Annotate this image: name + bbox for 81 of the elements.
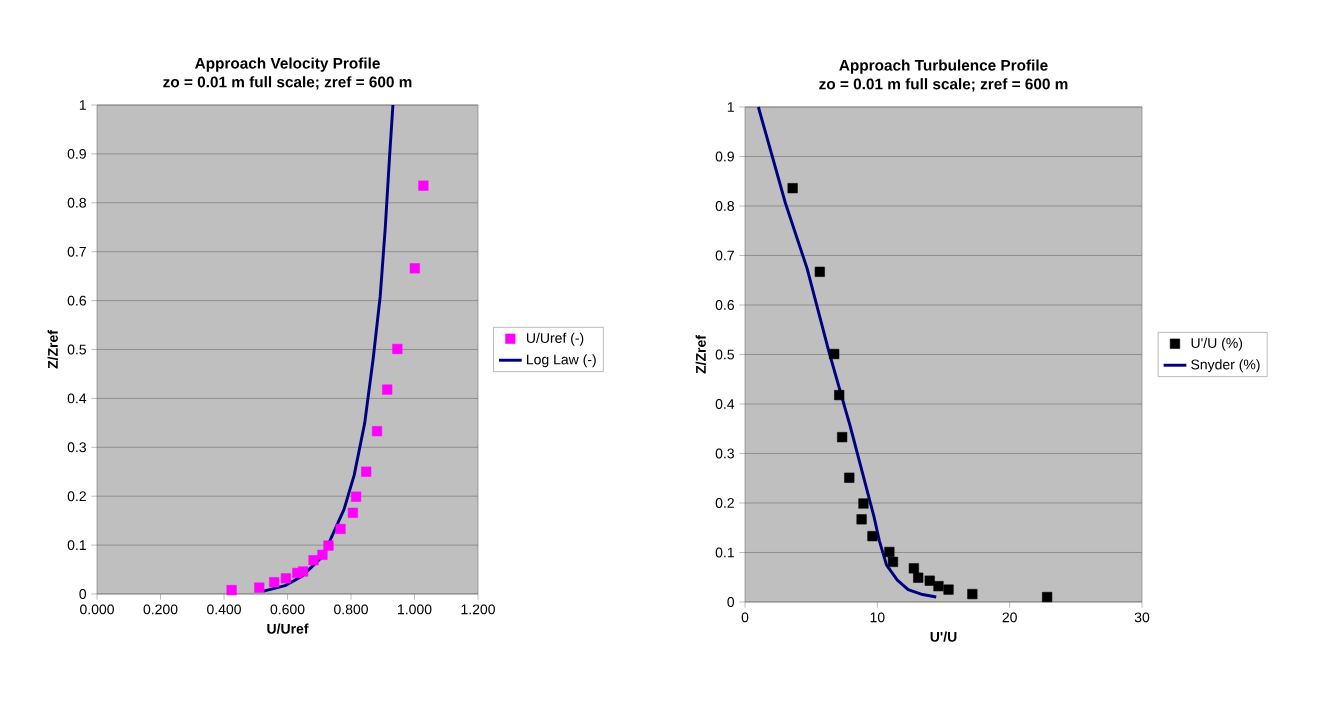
y-tick-label: 0.3 (67, 442, 86, 453)
chart-title: Approach Turbulence Profile (839, 59, 1048, 74)
y-tick-label: 0.2 (67, 491, 86, 502)
y-tick-label: 0.9 (715, 151, 734, 162)
y-tick-label: 0.2 (715, 498, 734, 508)
point (829, 348, 840, 360)
point (856, 514, 867, 525)
x-tick-label: 10 (870, 612, 885, 623)
point (787, 183, 798, 194)
point (308, 555, 319, 566)
y-tick-label: 0.7 (715, 250, 734, 261)
x-axis-title: U'/U (930, 631, 957, 642)
point (347, 507, 358, 518)
y-tick-label: 0.4 (67, 393, 87, 404)
x-tick-label: 1.200 (461, 604, 495, 615)
y-axis-title: Z/Zref (695, 335, 706, 374)
point (837, 432, 848, 443)
point (392, 343, 403, 355)
point (298, 566, 309, 577)
point (323, 540, 334, 551)
point (361, 466, 372, 477)
legend-label: Snyder (%) (1191, 359, 1260, 373)
y-tick-label: 0.7 (67, 246, 86, 257)
point (913, 572, 924, 583)
point (867, 531, 878, 542)
point (834, 390, 845, 401)
y-tick-label: 0.5 (67, 344, 87, 355)
point (335, 523, 346, 535)
y-tick-label: 0.1 (67, 540, 86, 551)
y-tick-label: 0 (79, 589, 87, 599)
point (269, 577, 280, 588)
chart-subtitle: zo = 0.01 m full scale; zref = 600 m (819, 78, 1068, 92)
point (382, 384, 393, 395)
y-tick-label: 1 (79, 100, 86, 110)
y-axis-title: Z/Zref (47, 330, 58, 369)
x-tick-label: 0.400 (207, 604, 241, 615)
x-tick-label: 20 (1002, 612, 1017, 623)
legend-label: Log Law (-) (527, 354, 596, 368)
point (351, 491, 362, 502)
point (844, 472, 855, 483)
x-axis-title: U/Uref (267, 623, 309, 634)
point (967, 589, 978, 600)
point (418, 180, 429, 191)
y-tick-label: 0.6 (715, 300, 734, 310)
x-tick-label: 1.000 (398, 604, 432, 615)
x-tick-label: 0.200 (143, 604, 178, 615)
point (943, 584, 954, 595)
y-tick-label: 0.9 (67, 148, 86, 159)
y-tick-label: 0.5 (715, 349, 735, 360)
y-tick-label: 0.8 (67, 197, 86, 208)
point (884, 546, 895, 558)
point (280, 573, 291, 584)
legend-label: U'/U (%) (1191, 337, 1243, 351)
point (933, 581, 944, 592)
point (1042, 591, 1053, 603)
y-tick-label: 0.4 (715, 399, 735, 409)
point (887, 556, 899, 567)
x-tick-label: 0.800 (334, 604, 368, 615)
point (226, 585, 237, 596)
y-tick-label: 0.6 (67, 295, 86, 306)
chart-subtitle: zo = 0.01 m full scale; zref = 600 m (163, 76, 412, 90)
point (371, 426, 383, 437)
point (409, 263, 420, 274)
point (858, 498, 869, 509)
x-tick-label: 0.000 (80, 604, 114, 615)
point (317, 549, 328, 560)
point (814, 266, 825, 277)
x-tick-label: 0.600 (270, 604, 305, 615)
legend-label: U/Uref (-) (526, 332, 584, 346)
y-tick-label: 0.8 (715, 201, 734, 211)
y-tick-label: 0.1 (715, 547, 734, 558)
x-tick-label: 0 (741, 612, 749, 623)
y-tick-label: 0.3 (715, 448, 734, 459)
point (254, 582, 265, 593)
x-tick-label: 30 (1134, 612, 1150, 623)
line-series (756, 105, 938, 599)
point (924, 575, 935, 586)
y-tick-label: 0 (727, 597, 735, 607)
point (908, 563, 919, 574)
y-tick-label: 1 (727, 102, 734, 112)
chart-title: Approach Velocity Profile (195, 57, 380, 72)
